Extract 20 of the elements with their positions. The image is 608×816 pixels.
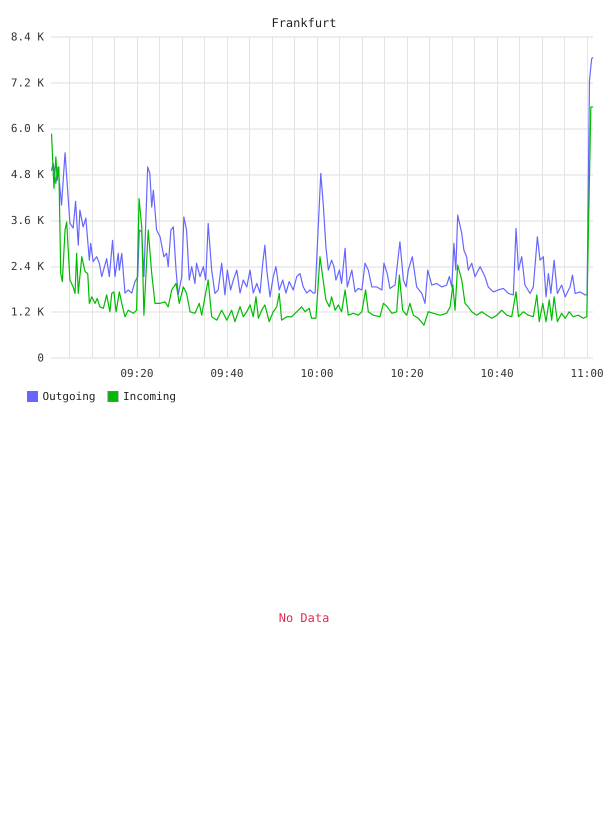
x-tick-label: 10:40 [480, 367, 514, 380]
y-tick-label: 7.2 K [10, 76, 44, 90]
y-tick-label: 8.4 K [10, 30, 44, 44]
y-tick-label: 0 [37, 352, 44, 364]
text: No Data [278, 611, 330, 625]
legend-label: Incoming [122, 390, 176, 403]
y-tick-label: 3.6 K [10, 214, 44, 227]
x-tick-label: 10:20 [390, 367, 424, 380]
x-tick-label: 09:40 [210, 367, 244, 380]
x-tick-label: 09:20 [120, 367, 154, 380]
legend-label: Outgoing [42, 390, 96, 403]
x-tick-label: 10:00 [300, 367, 334, 380]
y-tick-label: 4.8 K [10, 168, 44, 182]
line-series [50, 106, 594, 326]
chart-title: Frankfurt [271, 16, 337, 30]
y-tick-label: 1.2 K [10, 306, 44, 319]
y-tick-label: 2.4 K [10, 260, 44, 273]
x-tick-label: 11:00 [570, 367, 604, 380]
y-tick-label: 6.0 K [10, 122, 44, 136]
line-series [50, 57, 594, 304]
